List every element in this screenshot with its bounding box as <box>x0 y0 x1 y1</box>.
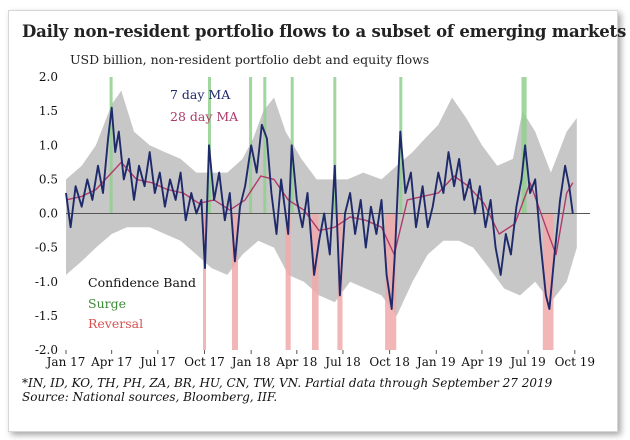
x-tick-label: Apr 18 <box>275 355 317 369</box>
chart-title: Daily non-resident portfolio flows to a … <box>22 22 627 41</box>
reversal-bar-1 <box>231 213 238 350</box>
x-tick-label: Jan 19 <box>415 355 456 369</box>
reversal-bar-3 <box>312 213 319 350</box>
legend-surge-label: Surge <box>88 296 126 311</box>
legend-ma28-label: 28 day MA <box>170 109 239 124</box>
x-tick-label: Oct 17 <box>184 355 224 369</box>
y-tick-label: 1.5 <box>39 104 58 118</box>
legend-reversal-label: Reversal <box>88 316 143 331</box>
y-tick-label: 2.0 <box>39 70 58 84</box>
surge-bar-7 <box>521 77 527 214</box>
series-line-ma7 <box>65 106 574 310</box>
y-tick-label: -0.5 <box>35 241 58 255</box>
x-tick-label: Apr 17 <box>90 355 132 369</box>
y-tick-label: 0.5 <box>39 172 58 186</box>
reversal-bar-5 <box>385 213 397 350</box>
x-tick-label: Apr 19 <box>460 355 502 369</box>
footnote: *IN, ID, KO, TH, PH, ZA, BR, HU, CN, TW,… <box>22 376 553 390</box>
legend-band-label: Confidence Band <box>88 275 196 290</box>
series-lines-layer <box>65 106 574 310</box>
x-tick-label: Jul 18 <box>323 355 360 369</box>
y-tick-label: -2.0 <box>35 343 58 357</box>
surge-bar-0 <box>109 77 113 214</box>
surge-bar-5 <box>333 77 337 214</box>
reversal-bar-0 <box>203 213 206 350</box>
chart-subtitle: USD billion, non-resident portfolio debt… <box>70 52 430 67</box>
y-tick-label: 1.0 <box>39 138 58 152</box>
x-tick-label: Oct 19 <box>555 355 595 369</box>
x-tick-label: Oct 18 <box>369 355 409 369</box>
x-tick-label: Jul 17 <box>138 355 175 369</box>
y-tick-label: -1.0 <box>35 275 58 289</box>
x-tick-label: Jan 18 <box>230 355 271 369</box>
reversal-bar-6 <box>542 213 554 350</box>
x-tick-label: Jan 17 <box>45 355 86 369</box>
confidence-band-layer <box>66 90 577 316</box>
legend: 7 day MA 28 day MA Confidence Band Surge… <box>88 87 239 331</box>
legend-ma7-label: 7 day MA <box>170 87 231 102</box>
reversal-bar-2 <box>285 213 291 350</box>
confidence-band <box>66 90 577 316</box>
chart-notes: *IN, ID, KO, TH, PH, ZA, BR, HU, CN, TW,… <box>22 376 552 404</box>
surge-bar-3 <box>263 77 267 214</box>
y-tick-label: 0.0 <box>39 207 58 221</box>
y-tick-label: -1.5 <box>35 309 58 323</box>
x-tick-label: Jul 19 <box>508 355 545 369</box>
source-note: Source: National sources, Bloomberg, IIF… <box>22 390 278 404</box>
